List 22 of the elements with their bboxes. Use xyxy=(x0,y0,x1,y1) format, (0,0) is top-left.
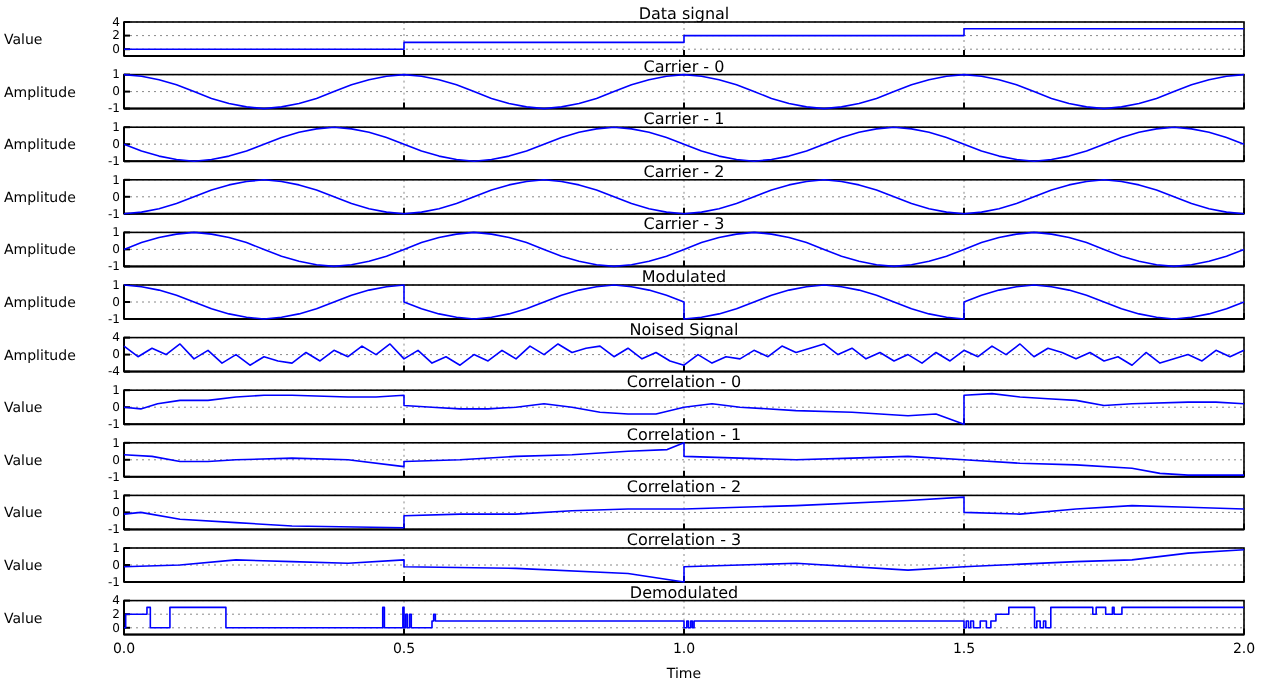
line-series xyxy=(123,392,1245,425)
chart-title: Carrier - 0 xyxy=(643,57,725,76)
chart-title: Carrier - 3 xyxy=(643,215,725,234)
chart-title: Correlation - 1 xyxy=(626,425,742,444)
chart-title: Correlation - 0 xyxy=(626,373,742,392)
chart-title: Correlation - 2 xyxy=(626,478,742,497)
line-series xyxy=(123,496,1245,529)
chart-title: Carrier - 2 xyxy=(643,162,725,181)
chart-title: Data signal xyxy=(638,5,730,23)
chart-title: Carrier - 1 xyxy=(643,110,725,129)
line-series xyxy=(123,231,1245,268)
line-series xyxy=(123,73,1245,110)
line-series xyxy=(123,548,1245,583)
chart-title: Noised Signal xyxy=(629,320,739,339)
line-series xyxy=(123,126,1245,162)
chart-title: Modulated xyxy=(641,268,727,286)
line-series xyxy=(123,284,1245,320)
line-series xyxy=(123,343,1245,367)
chart-title: Correlation - 3 xyxy=(626,531,742,549)
chart-title: Demodulated xyxy=(629,583,739,602)
line-series xyxy=(123,442,1245,476)
line-series xyxy=(123,179,1245,215)
